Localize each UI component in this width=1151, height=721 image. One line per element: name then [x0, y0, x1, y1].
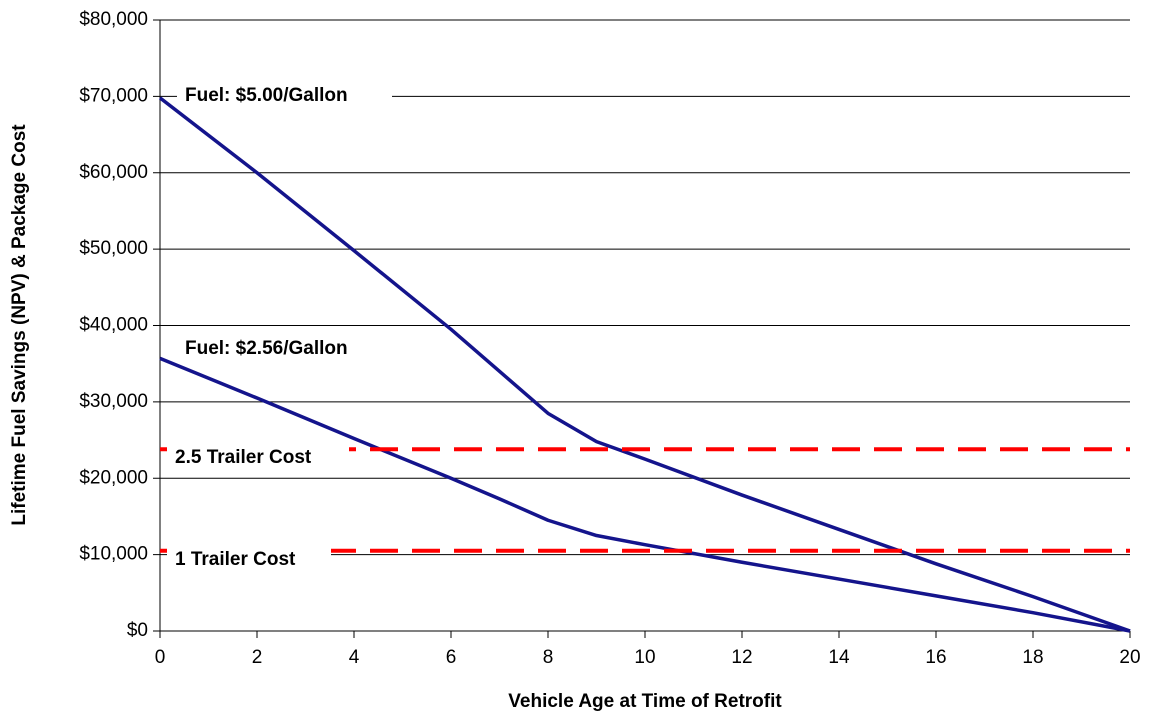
x-tick-label: 14 — [828, 647, 850, 668]
y-axis-title: Lifetime Fuel Savings (NPV) & Package Co… — [9, 124, 30, 526]
x-tick-label: 12 — [731, 647, 752, 668]
x-tick-label: 8 — [543, 647, 554, 668]
series-label: Fuel: $2.56/Gallon — [185, 338, 348, 359]
x-tick-label: 18 — [1022, 647, 1043, 668]
label-background — [177, 84, 392, 108]
label-background — [167, 446, 349, 470]
y-tick-label: $70,000 — [79, 85, 148, 106]
label-background — [177, 337, 387, 361]
x-axis-title: Vehicle Age at Time of Retrofit — [508, 691, 782, 712]
y-tick-label: $80,000 — [79, 9, 148, 30]
y-tick-label: $20,000 — [79, 467, 148, 488]
y-tick-label: $60,000 — [79, 162, 148, 183]
y-tick-label: $10,000 — [79, 544, 148, 565]
y-tick-label: $30,000 — [79, 391, 148, 412]
x-tick-label: 16 — [925, 647, 946, 668]
series-label: 1 Trailer Cost — [175, 549, 296, 570]
x-tick-label: 2 — [252, 647, 263, 668]
series-line — [158, 96, 1131, 633]
label-background — [167, 548, 331, 572]
y-tick-label: $50,000 — [79, 238, 148, 259]
x-tick-label: 10 — [634, 647, 655, 668]
series-label: Fuel: $5.00/Gallon — [185, 85, 348, 106]
x-tick-label: 0 — [155, 647, 166, 668]
x-tick-label: 4 — [349, 647, 360, 668]
x-tick-label: 6 — [446, 647, 457, 668]
series-line — [159, 356, 1131, 633]
series-label: 2.5 Trailer Cost — [175, 447, 312, 468]
y-tick-label: $40,000 — [79, 315, 148, 336]
x-tick-label: 20 — [1119, 647, 1140, 668]
y-tick-label: $0 — [127, 620, 148, 641]
